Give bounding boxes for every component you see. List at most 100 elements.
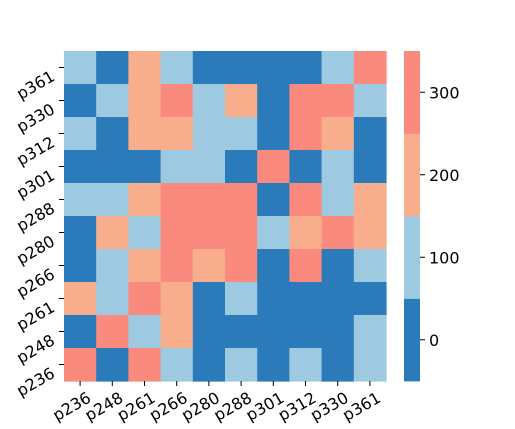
y-tick-label: p361 [13, 67, 58, 104]
heatmap-cell [96, 51, 129, 85]
heatmap-cell [64, 216, 97, 250]
heatmap-cell [289, 183, 323, 217]
heatmap-cell [192, 282, 226, 316]
heatmap-cell [128, 216, 162, 250]
heatmap-cell [353, 315, 387, 349]
colorbar-tick-label: 0 [429, 331, 439, 350]
colorbar-tick-label: 100 [429, 248, 460, 267]
heatmap-cell [64, 84, 97, 118]
heatmap-cell [321, 249, 355, 283]
heatmap-cell [225, 51, 258, 85]
heatmap-cell [64, 348, 97, 382]
heatmap-cell [225, 249, 258, 283]
colorbar-tick-labels: 0 100 200 300 [420, 83, 460, 350]
heatmap-cell [192, 117, 226, 151]
heatmap-cell [192, 150, 226, 184]
heatmap-cell [96, 117, 129, 151]
heatmap-cell [257, 150, 290, 184]
heatmap-cell [160, 183, 194, 217]
heatmap-cell [192, 183, 226, 217]
heatmap-cell [96, 216, 129, 250]
heatmap-cell [192, 249, 226, 283]
heatmap-cell [321, 282, 355, 316]
heatmap-cell [353, 183, 387, 217]
heatmap-cell [225, 117, 258, 151]
heatmap-cell [160, 216, 194, 250]
heatmap-cell [225, 84, 258, 118]
heatmap-cell [64, 183, 97, 217]
colorbar-band [404, 216, 420, 299]
heatmap-cell [289, 282, 323, 316]
colorbar-tick-label: 200 [429, 166, 460, 185]
heatmap-cell [321, 348, 355, 382]
heatmap-cell [257, 348, 290, 382]
heatmap-cell [257, 216, 290, 250]
heatmap-cell [225, 216, 258, 250]
heatmap-cell [128, 183, 162, 217]
heatmap-cell [128, 51, 162, 85]
heatmap-cell [353, 249, 387, 283]
heatmap-cell [128, 117, 162, 151]
heatmap-cell [289, 51, 323, 85]
heatmap-cells [64, 51, 387, 382]
y-tick-label: p248 [13, 331, 58, 368]
heatmap-cell [160, 117, 194, 151]
heatmap-cell [353, 150, 387, 184]
heatmap-cell [289, 117, 323, 151]
colorbar-band [404, 51, 420, 134]
heatmap-cell [321, 216, 355, 250]
heatmap-cell [192, 315, 226, 349]
heatmap-cell [225, 183, 258, 217]
heatmap-cell [64, 51, 97, 85]
heatmap-cell [160, 84, 194, 118]
x-tick-label: p361 [339, 388, 384, 425]
heatmap-cell [289, 249, 323, 283]
y-tick-label: p261 [13, 298, 58, 335]
heatmap-cell [225, 315, 258, 349]
heatmap-cell [128, 315, 162, 349]
heatmap-cell [192, 51, 226, 85]
heatmap-cell [96, 183, 129, 217]
heatmap-cell [96, 84, 129, 118]
y-tick-label: p266 [13, 265, 58, 302]
heatmap-cell [128, 249, 162, 283]
heatmap-cell [321, 183, 355, 217]
heatmap-cell [353, 117, 387, 151]
heatmap-cell [257, 183, 290, 217]
heatmap-cell [160, 348, 194, 382]
heatmap-cell [353, 84, 387, 118]
heatmap-cell [128, 282, 162, 316]
heatmap-cell [289, 84, 323, 118]
y-tick-label: p312 [13, 133, 58, 170]
heatmap-cell [160, 282, 194, 316]
heatmap-cell [321, 51, 355, 85]
heatmap-cell [257, 117, 290, 151]
heatmap-cell [289, 216, 323, 250]
heatmap-cell [192, 84, 226, 118]
heatmap-cell [96, 282, 129, 316]
y-tick-label: p280 [13, 232, 58, 269]
heatmap-cell [225, 150, 258, 184]
heatmap-cell [96, 315, 129, 349]
heatmap-cell [128, 84, 162, 118]
heatmap-cell [192, 216, 226, 250]
y-tick-label: p288 [13, 199, 58, 236]
heatmap-cell [160, 51, 194, 85]
heatmap-cell [96, 249, 129, 283]
heatmap-cell [96, 150, 129, 184]
heatmap-cell [321, 117, 355, 151]
heatmap-cell [289, 315, 323, 349]
heatmap-cell [257, 282, 290, 316]
heatmap-cell [96, 348, 129, 382]
heatmap-cell [160, 150, 194, 184]
y-tick-label: p330 [13, 100, 58, 137]
heatmap-cell [321, 84, 355, 118]
heatmap-cell [321, 150, 355, 184]
heatmap-cell [257, 51, 290, 85]
colorbar [404, 51, 420, 382]
colorbar-band [404, 133, 420, 217]
colorbar-band [404, 298, 420, 382]
